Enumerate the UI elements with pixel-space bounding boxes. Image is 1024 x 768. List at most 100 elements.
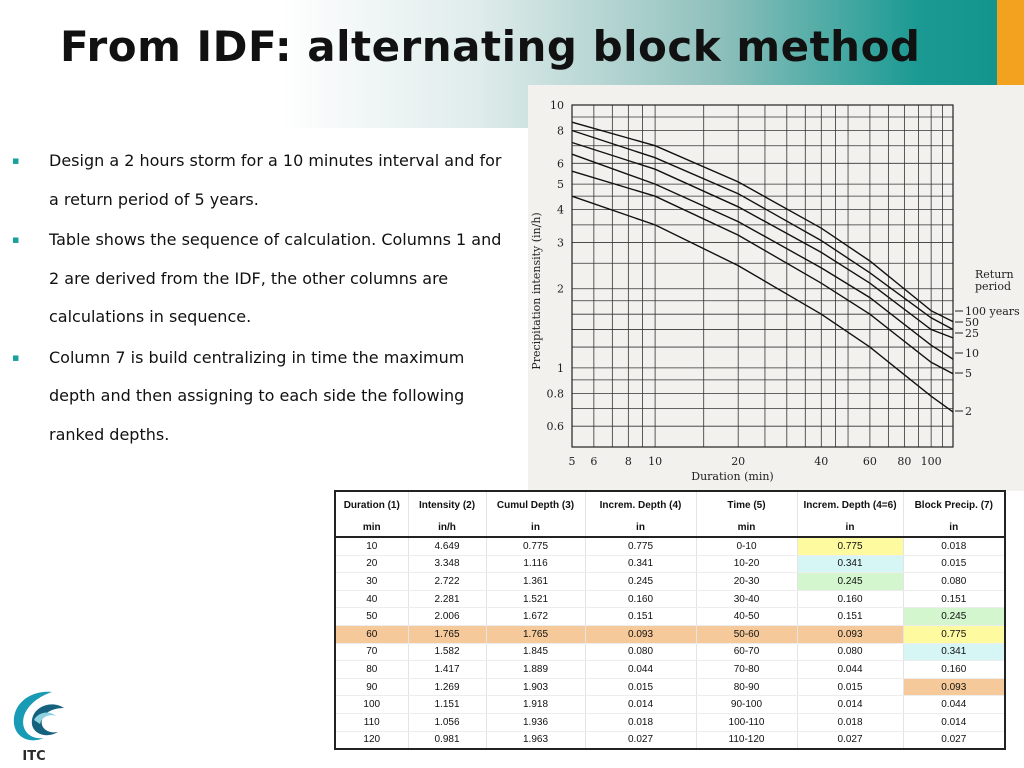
table-row: 100 1.151 1.918 0.014 90-100 0.014 0.044	[335, 695, 1005, 714]
table-cell: 0.775	[584, 537, 696, 556]
table-cell: 0.027	[584, 731, 696, 750]
table-row: 110 1.056 1.936 0.018 100-110 0.018 0.014	[335, 713, 1005, 732]
table-row: 120 0.981 1.963 0.027 110-120 0.027 0.027	[335, 731, 1005, 750]
column-unit: in	[485, 518, 585, 538]
legend-label: 5	[965, 367, 972, 380]
bullet-item: ▪ Column 7 is build centralizing in time …	[12, 339, 502, 455]
table-cell: 80	[335, 660, 408, 679]
table-cell: 0.044	[796, 660, 903, 679]
table-cell: 0.775	[902, 625, 1005, 644]
table-cell: 50-60	[695, 625, 797, 644]
bullet-icon: ▪	[12, 233, 20, 246]
table-cell: 1.918	[485, 695, 585, 714]
table-cell: 120	[335, 731, 408, 750]
bullet-text: Design a 2 hours storm for a 10 minutes …	[49, 151, 502, 209]
y-tick-label: 0.8	[547, 387, 565, 400]
table-row: 60 1.765 1.765 0.093 50-60 0.093 0.775	[335, 625, 1005, 644]
y-tick-label: 10	[550, 99, 564, 112]
table-cell: 0.093	[902, 678, 1005, 697]
table-cell: 0.015	[902, 555, 1005, 574]
table-cell: 0.018	[796, 713, 903, 732]
table-cell: 0.014	[584, 695, 696, 714]
x-tick-label: 8	[625, 455, 632, 468]
table-cell: 100	[335, 695, 408, 714]
legend-label: 10	[965, 347, 979, 360]
table-cell: 0.245	[796, 572, 903, 591]
table-cell: 0.245	[902, 607, 1005, 626]
column-header: Time (5)	[695, 491, 797, 518]
x-tick-label: 80	[897, 455, 911, 468]
table-cell: 0.014	[902, 713, 1005, 732]
table-cell: 0.080	[902, 572, 1005, 591]
x-tick-label: 6	[590, 455, 597, 468]
idf-curve	[571, 153, 954, 360]
table-cell: 90	[335, 678, 408, 697]
itc-logo: ITC	[13, 691, 64, 764]
table-cell: 0.160	[584, 590, 696, 609]
y-tick-label: 1	[557, 362, 564, 375]
table-cell: 10	[335, 537, 408, 556]
slide-title: From IDF: alternating block method	[60, 22, 921, 71]
idf-curve	[571, 195, 954, 413]
table-cell: 50	[335, 607, 408, 626]
plot-frame	[571, 104, 954, 448]
column-unit: in	[584, 518, 696, 538]
table-cell: 1.765	[407, 625, 486, 644]
table-cell: 0.151	[796, 607, 903, 626]
table-cell: 0.160	[796, 590, 903, 609]
table-cell: 1.936	[485, 713, 585, 732]
table-cell: 0.015	[584, 678, 696, 697]
table-cell: 0.245	[584, 572, 696, 591]
table-row: 30 2.722 1.361 0.245 20-30 0.245 0.080	[335, 572, 1005, 591]
table-cell: 10-20	[695, 555, 797, 574]
bullet-text: Table shows the sequence of calculation.…	[49, 230, 502, 326]
table-cell: 20-30	[695, 572, 797, 591]
table-cell: 0.015	[796, 678, 903, 697]
table-cell: 2.722	[407, 572, 486, 591]
table-cell: 0-10	[695, 537, 797, 556]
table-cell: 30-40	[695, 590, 797, 609]
table-cell: 1.056	[407, 713, 486, 732]
table-body: 10 4.649 0.775 0.775 0-10 0.775 0.018 20 3.348 1.…	[335, 537, 1005, 750]
y-tick-label: 4	[557, 204, 564, 217]
column-header: Block Precip. (7)	[902, 491, 1005, 518]
table-cell: 0.341	[584, 555, 696, 574]
table-cell: 2.006	[407, 607, 486, 626]
table-cell: 1.845	[485, 643, 585, 662]
table-cell: 0.093	[584, 625, 696, 644]
x-tick-label: 60	[863, 455, 877, 468]
table-row: 80 1.417 1.889 0.044 70-80 0.044 0.160	[335, 660, 1005, 679]
table-cell: 0.080	[584, 643, 696, 662]
column-header: Increm. Depth (4=6)	[796, 491, 903, 518]
bullet-item: ▪ Design a 2 hours storm for a 10 minutes…	[12, 142, 502, 219]
table-row: 90 1.269 1.903 0.015 80-90 0.015 0.093	[335, 678, 1005, 697]
table-cell: 0.044	[902, 695, 1005, 714]
idf-curve	[571, 121, 954, 323]
table-row: 50 2.006 1.672 0.151 40-50 0.151 0.245	[335, 607, 1005, 626]
y-tick-label: 6	[557, 157, 564, 170]
table-cell: 3.348	[407, 555, 486, 574]
y-tick-label: 2	[557, 283, 564, 296]
table-cell: 70	[335, 643, 408, 662]
legend-label: 50	[965, 316, 979, 329]
bullet-icon: ▪	[12, 350, 20, 364]
table-cell: 0.775	[796, 537, 903, 556]
y-tick-label: 3	[557, 236, 564, 249]
bullet-icon: ▪	[12, 154, 20, 167]
table-cell: 1.889	[485, 660, 585, 679]
table-cell: 20	[335, 555, 408, 574]
table-cell: 2.281	[407, 590, 486, 609]
bullet-text: Column 7 is build centralizing in time t…	[49, 347, 465, 444]
column-unit: in/h	[407, 518, 486, 538]
table-cell: 1.417	[407, 660, 486, 679]
table-cell: 100-110	[695, 713, 797, 732]
x-tick-label: 20	[731, 455, 745, 468]
table-cell: 1.963	[485, 731, 585, 750]
y-tick-label: 5	[557, 178, 564, 191]
table-cell: 0.018	[584, 713, 696, 732]
x-tick-label: 40	[814, 455, 828, 468]
column-header: Duration (1)	[343, 499, 400, 511]
x-axis-label: Duration (min)	[691, 470, 773, 483]
table-cell: 0.080	[796, 643, 903, 662]
x-tick-label: 10	[648, 455, 662, 468]
